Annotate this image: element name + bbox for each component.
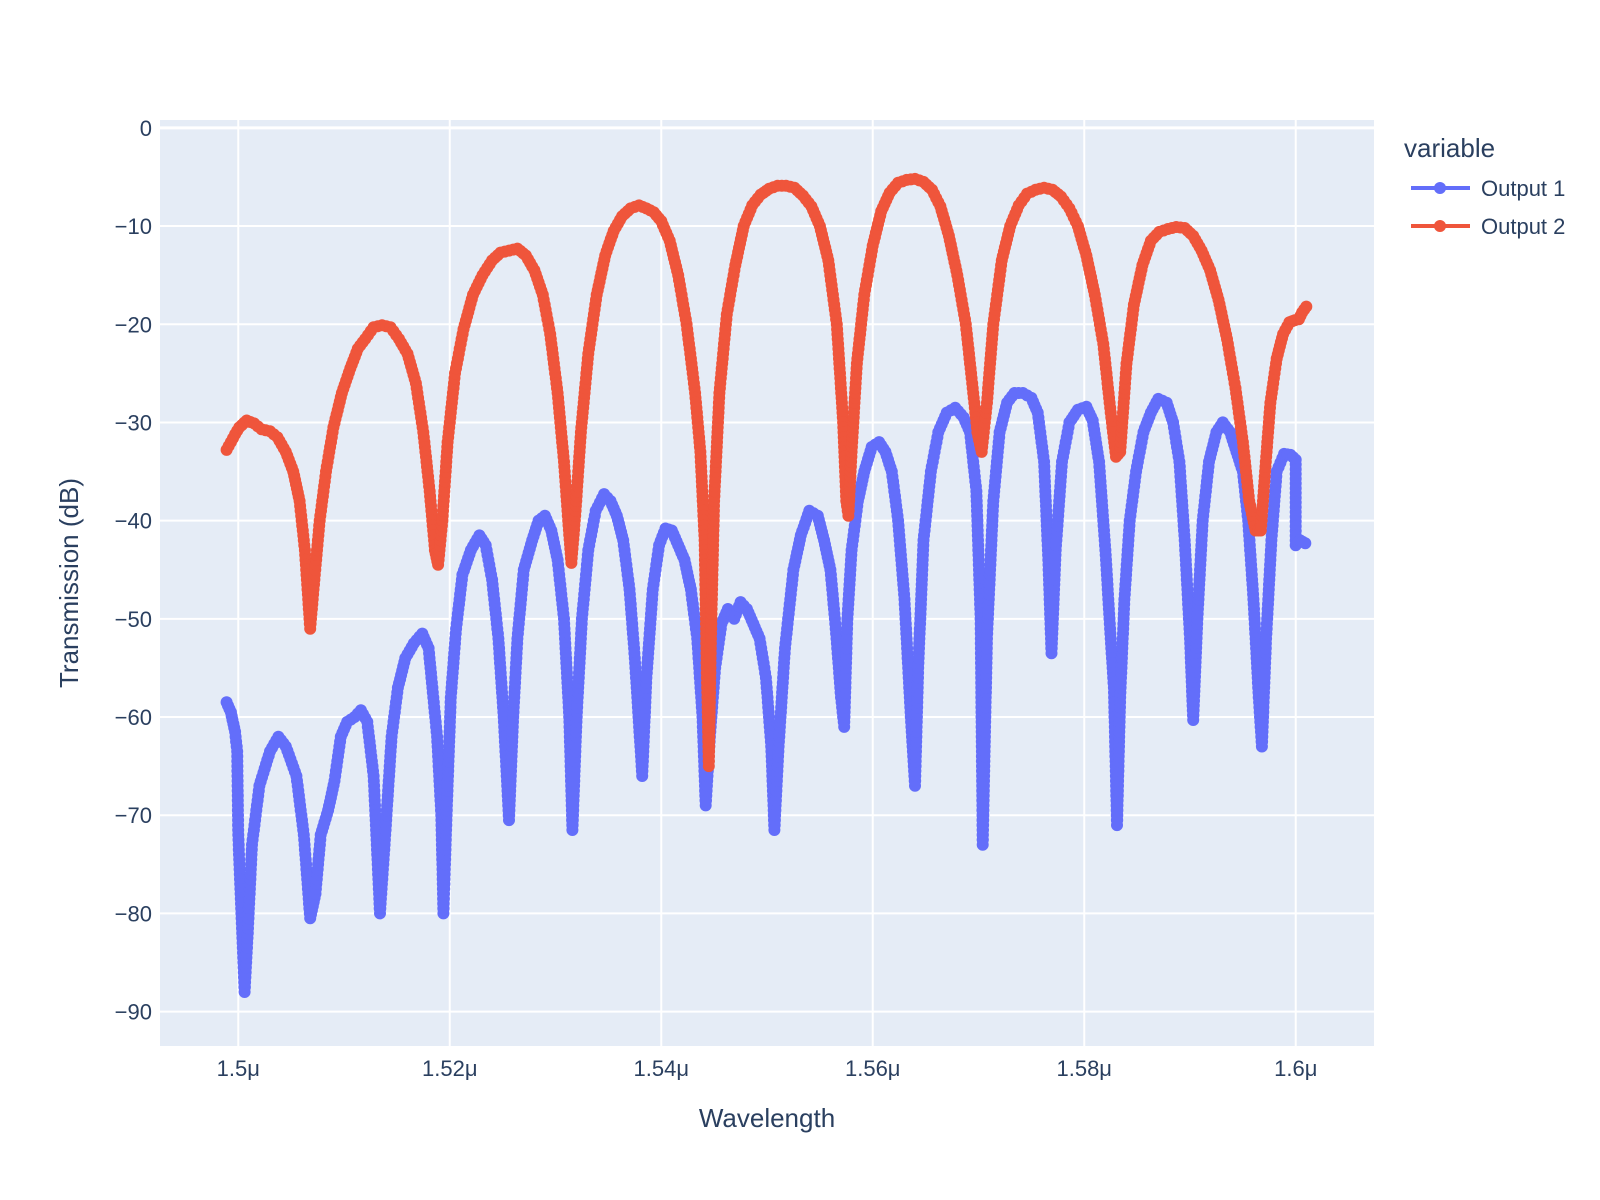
legend-swatch-output-2-marker bbox=[1434, 220, 1446, 232]
x-tick-label: 1.58μ bbox=[1056, 1056, 1112, 1081]
x-tick-label: 1.52μ bbox=[422, 1056, 478, 1081]
y-tick-label: −40 bbox=[115, 509, 152, 534]
y-tick-label: −20 bbox=[115, 312, 152, 337]
y-tick-label: −70 bbox=[115, 803, 152, 828]
legend-label-output-2: Output 2 bbox=[1481, 214, 1565, 239]
data-point bbox=[1300, 300, 1313, 313]
y-tick-label: −10 bbox=[115, 214, 152, 239]
y-tick-labels: 0 −10 −20 −30 −40 −50 −60 −70 −80 −90 bbox=[115, 116, 152, 1025]
x-tick-labels: 1.5μ 1.52μ 1.54μ 1.56μ 1.58μ 1.6μ bbox=[217, 1056, 1318, 1081]
y-tick-label: −80 bbox=[115, 901, 152, 926]
y-gridlines bbox=[160, 126, 1374, 1013]
y-tick-label: −90 bbox=[115, 1000, 152, 1025]
legend-item-output-2[interactable]: Output 2 bbox=[1411, 214, 1565, 239]
y-tick-label: 0 bbox=[140, 116, 152, 141]
x-axis-title: Wavelength bbox=[699, 1103, 835, 1133]
legend-item-output-1[interactable]: Output 1 bbox=[1411, 176, 1565, 201]
y-axis-title: Transmission (dB) bbox=[54, 478, 84, 688]
series-output-1 bbox=[220, 387, 1312, 998]
legend-label-output-1: Output 1 bbox=[1481, 176, 1565, 201]
plot-background bbox=[160, 120, 1374, 1046]
legend-title: variable bbox=[1404, 133, 1495, 163]
data-point bbox=[1299, 537, 1312, 550]
x-tick-label: 1.56μ bbox=[845, 1056, 901, 1081]
x-tick-label: 1.6μ bbox=[1274, 1056, 1317, 1081]
legend-swatch-output-1-marker bbox=[1434, 182, 1446, 194]
x-tick-label: 1.5μ bbox=[217, 1056, 260, 1081]
series-output-2 bbox=[220, 172, 1313, 773]
y-tick-label: −50 bbox=[115, 607, 152, 632]
legend: variable Output 1 Output 2 bbox=[1404, 133, 1565, 239]
series-layer bbox=[220, 172, 1313, 998]
y-tick-label: −60 bbox=[115, 705, 152, 730]
y-tick-label: −30 bbox=[115, 410, 152, 435]
x-tick-label: 1.54μ bbox=[634, 1056, 690, 1081]
